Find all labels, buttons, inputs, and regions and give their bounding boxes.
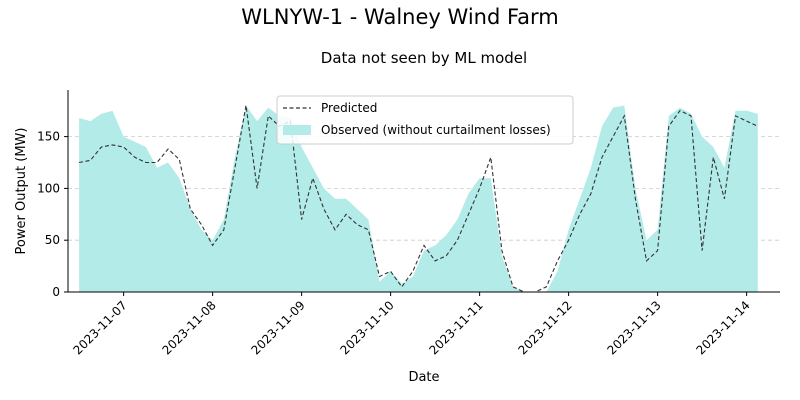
y-tick-label: 0 <box>52 285 60 299</box>
legend-box <box>276 95 574 145</box>
x-tick-label: 2023-11-14 <box>694 298 753 357</box>
legend-predicted-label: Predicted <box>321 101 377 115</box>
x-tick-label: 2023-11-09 <box>249 298 308 357</box>
legend-observed-label: Observed (without curtailment losses) <box>321 123 551 137</box>
legend-observed-swatch <box>283 125 311 135</box>
x-tick-label: 2023-11-10 <box>338 298 397 357</box>
x-tick-label: 2023-11-12 <box>516 298 575 357</box>
x-tick-label: 2023-11-08 <box>160 298 219 357</box>
chart-title: WLNYW-1 - Walney Wind Farm <box>241 5 558 29</box>
x-tick-label: 2023-11-13 <box>605 298 664 357</box>
x-tick-label: 2023-11-11 <box>427 298 486 357</box>
observed-series <box>79 105 758 292</box>
y-tick-label: 50 <box>45 233 60 247</box>
chart-subtitle: Data not seen by ML model <box>321 49 527 67</box>
y-axis-label: Power Output (MW) <box>14 128 29 255</box>
y-tick-label: 150 <box>37 130 60 144</box>
y-tick-label: 100 <box>37 181 60 195</box>
observed-area <box>79 105 758 292</box>
x-axis-label: Date <box>408 370 439 385</box>
x-ticks: 2023-11-07 2023-11-08 2023-11-09 2023-11-10… <box>71 292 753 357</box>
legend: Predicted Observed (without curtailment … <box>276 95 574 145</box>
predicted-series <box>78 105 759 293</box>
x-tick-label: 2023-11-07 <box>71 298 130 357</box>
y-ticks: 0 50 100 150 <box>37 130 68 299</box>
axes <box>67 90 780 293</box>
predicted-line <box>78 105 759 293</box>
